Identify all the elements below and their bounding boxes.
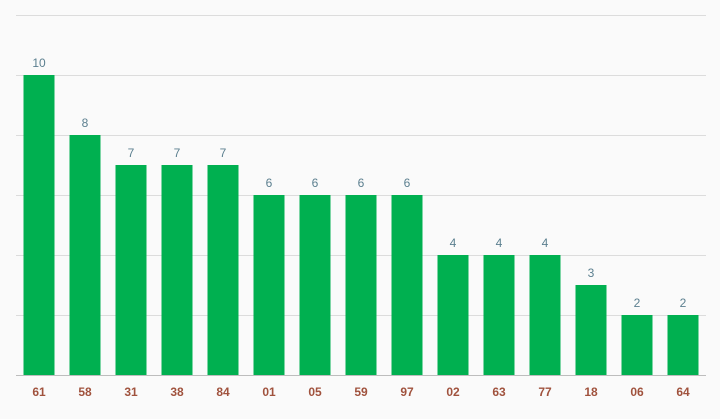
bar-06[interactable] <box>621 315 653 375</box>
x-tick-label-58: 58 <box>78 385 92 399</box>
x-tick-label-64: 64 <box>676 385 690 399</box>
value-label-18: 3 <box>588 266 595 280</box>
x-tick-label-77: 77 <box>538 385 552 399</box>
x-tick-label-01: 01 <box>262 385 276 399</box>
value-label-97: 6 <box>404 176 411 190</box>
x-tick-label-05: 05 <box>308 385 322 399</box>
bar-05[interactable] <box>299 195 331 375</box>
value-label-84: 7 <box>220 146 227 160</box>
x-tick-label-61: 61 <box>32 385 46 399</box>
bar-84[interactable] <box>207 165 239 375</box>
x-tick-label-38: 38 <box>170 385 184 399</box>
value-label-06: 2 <box>634 296 641 310</box>
x-tick-label-18: 18 <box>584 385 598 399</box>
value-label-38: 7 <box>174 146 181 160</box>
x-tick-label-63: 63 <box>492 385 506 399</box>
bar-61[interactable] <box>23 75 55 375</box>
value-label-61: 10 <box>32 56 46 70</box>
x-tick-label-31: 31 <box>124 385 138 399</box>
bar-01[interactable] <box>253 195 285 375</box>
value-label-58: 8 <box>82 116 89 130</box>
bar-02[interactable] <box>437 255 469 375</box>
x-tick-label-97: 97 <box>400 385 414 399</box>
value-label-05: 6 <box>312 176 319 190</box>
x-tick-label-59: 59 <box>354 385 368 399</box>
bar-18[interactable] <box>575 285 607 375</box>
value-label-59: 6 <box>358 176 365 190</box>
x-tick-label-84: 84 <box>216 385 230 399</box>
bar-31[interactable] <box>115 165 147 375</box>
x-tick-label-02: 02 <box>446 385 460 399</box>
value-labels: 10 8 7 7 7 6 6 6 6 4 4 4 3 2 2 <box>32 56 686 310</box>
x-tick-label-06: 06 <box>630 385 644 399</box>
bar-59[interactable] <box>345 195 377 375</box>
bar-97[interactable] <box>391 195 423 375</box>
bar-64[interactable] <box>667 315 699 375</box>
value-label-63: 4 <box>496 236 503 250</box>
bar-77[interactable] <box>529 255 561 375</box>
x-tick-labels: 61 58 31 38 84 01 05 59 97 02 63 77 18 06 64 <box>32 385 690 399</box>
bar-58[interactable] <box>69 135 101 375</box>
bars <box>23 75 699 375</box>
bar-38[interactable] <box>161 165 193 375</box>
bar-63[interactable] <box>483 255 515 375</box>
value-label-64: 2 <box>680 296 687 310</box>
value-label-01: 6 <box>266 176 273 190</box>
value-label-02: 4 <box>450 236 457 250</box>
value-label-77: 4 <box>542 236 549 250</box>
value-label-31: 7 <box>128 146 135 160</box>
